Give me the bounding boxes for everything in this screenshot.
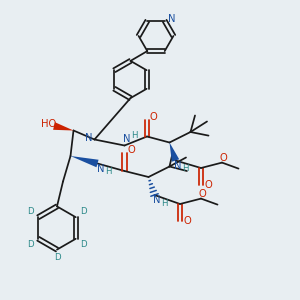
Text: O: O <box>127 145 135 155</box>
Text: O: O <box>204 180 212 190</box>
Polygon shape <box>53 122 74 130</box>
Text: H: H <box>131 131 137 140</box>
Text: D: D <box>80 207 86 216</box>
Text: N: N <box>85 133 92 143</box>
Text: O: O <box>199 189 207 199</box>
Text: HO: HO <box>41 118 56 129</box>
Text: N: N <box>123 134 130 144</box>
Text: O: O <box>183 216 191 226</box>
Text: O: O <box>150 112 158 122</box>
Text: H: H <box>105 167 112 176</box>
Text: N: N <box>153 195 161 206</box>
Text: H: H <box>161 199 167 208</box>
Text: H: H <box>182 164 188 173</box>
Text: N: N <box>98 164 105 174</box>
Polygon shape <box>70 156 98 167</box>
Text: D: D <box>80 240 86 249</box>
Text: O: O <box>220 153 228 163</box>
Text: D: D <box>28 207 34 216</box>
Text: N: N <box>168 14 175 24</box>
Text: D: D <box>54 254 60 262</box>
Polygon shape <box>169 142 179 162</box>
Text: D: D <box>28 240 34 249</box>
Text: N: N <box>174 161 182 171</box>
